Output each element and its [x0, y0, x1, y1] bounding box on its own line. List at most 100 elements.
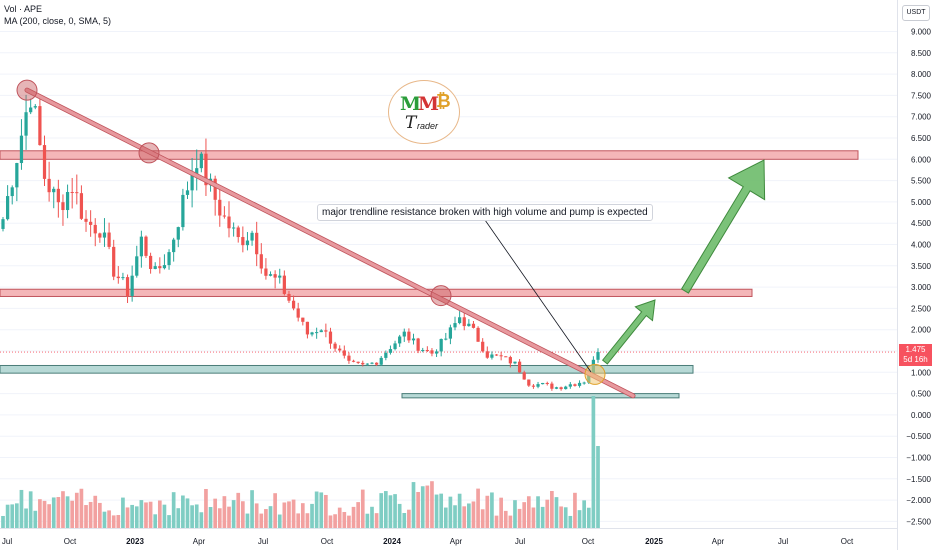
- price-tick-label: 4.500: [911, 219, 932, 228]
- candle-body: [273, 274, 277, 278]
- volume-bar: [430, 481, 434, 528]
- candle-body: [259, 254, 263, 269]
- candle-body: [264, 268, 268, 276]
- volume-bar: [324, 494, 328, 528]
- time-axis-labels: Jul Oct 2023 Apr Jul Oct 2024 Apr Jul Oct 2025 Apr J…: [2, 537, 854, 546]
- candle-body: [38, 106, 42, 146]
- volume-bar: [148, 501, 153, 528]
- volume-bar: [305, 513, 310, 528]
- candle-body: [481, 341, 485, 352]
- volume-bar: [360, 489, 365, 528]
- volume-bar: [194, 504, 199, 528]
- volume-bar: [536, 496, 540, 528]
- last-price-badge: 1.475 5d 16h: [899, 344, 932, 366]
- candle-body: [195, 168, 199, 176]
- candle-body: [444, 338, 448, 340]
- candle-body: [190, 175, 194, 191]
- candle-body: [15, 163, 19, 188]
- candle-body: [490, 354, 494, 358]
- price-tick-label: 7.000: [911, 113, 932, 122]
- candle-body: [416, 338, 420, 351]
- volume-bar: [38, 499, 42, 528]
- price-tick-label: 7.500: [911, 91, 932, 100]
- price-axis[interactable]: 9.000 8.500 8.000 7.500 7.000 6.500 6.000 5.500…: [897, 0, 932, 550]
- candle-body: [494, 354, 499, 356]
- volume-bar: [508, 515, 513, 528]
- candle-body: [1, 219, 5, 229]
- volume-bar: [577, 510, 582, 528]
- breakout-circle: [584, 363, 606, 385]
- time-tick-label: Oct: [582, 537, 595, 546]
- volume-bar: [374, 513, 379, 528]
- candle-body: [439, 338, 443, 352]
- candle-body: [310, 332, 314, 335]
- candle-body: [536, 384, 540, 387]
- annotation-leader-line: [484, 219, 592, 373]
- volume-bar: [476, 488, 480, 528]
- price-chart[interactable]: [0, 0, 897, 528]
- candle-body: [568, 384, 572, 387]
- price-tick-label: 6.500: [911, 134, 932, 143]
- candle-body: [342, 350, 346, 356]
- volume-bar: [503, 510, 508, 528]
- candle-body: [282, 275, 286, 294]
- price-tick-label: 3.500: [911, 262, 932, 271]
- candle-body: [315, 332, 319, 334]
- candle-body: [139, 236, 143, 257]
- volume-bar: [347, 515, 351, 528]
- candle-body: [508, 357, 512, 364]
- volume-bar: [28, 491, 33, 528]
- volume-bar: [19, 489, 24, 528]
- candle-body: [70, 191, 74, 193]
- volume-bar: [467, 503, 471, 528]
- volume-bar: [531, 507, 536, 528]
- volume-bar: [494, 515, 499, 528]
- candle-body: [328, 331, 333, 344]
- volume-bar: [208, 507, 213, 528]
- volume-bar: [351, 506, 356, 528]
- time-axis[interactable]: Jul Oct 2023 Apr Jul Oct 2024 Apr Jul Oct 2025 Apr J…: [0, 528, 897, 550]
- candle-body: [434, 351, 439, 354]
- candle-body: [333, 343, 337, 349]
- candle-body: [559, 387, 563, 390]
- time-tick-label: Jul: [2, 537, 12, 546]
- price-tick-label: 5.500: [911, 177, 932, 186]
- volume-bar: [554, 497, 559, 528]
- volume-bar: [462, 506, 467, 528]
- candle-body: [176, 227, 180, 240]
- logo-letter-t: T: [405, 113, 417, 133]
- candle-body: [370, 362, 374, 364]
- volume-bar: [526, 496, 531, 528]
- candle-body: [531, 385, 536, 387]
- candle-body: [255, 232, 259, 255]
- volume-bar: [337, 507, 342, 528]
- volume-bar: [222, 496, 227, 528]
- volume-bar: [24, 508, 28, 528]
- volume-bar: [397, 503, 402, 528]
- target-arrow-2: [680, 159, 766, 294]
- time-tick-label: Jul: [778, 537, 788, 546]
- trendline-annotation[interactable]: major trendline resistance broken with h…: [317, 204, 653, 221]
- price-tick-label: −2.000: [906, 496, 931, 505]
- volume-bar: [199, 512, 204, 528]
- volume-bar: [116, 515, 121, 528]
- support-zone: [401, 393, 680, 399]
- time-tick-label: Oct: [321, 537, 334, 546]
- candle-body: [241, 237, 245, 246]
- candle-body: [181, 194, 185, 228]
- candle-body: [458, 317, 462, 324]
- currency-badge[interactable]: USDT: [902, 5, 930, 21]
- candle-body: [596, 352, 600, 360]
- chart-canvas[interactable]: [0, 0, 897, 528]
- logo-letter-m-green: M: [400, 93, 422, 115]
- candle-body: [471, 323, 476, 328]
- time-tick-label: Jul: [515, 537, 525, 546]
- bitcoin-icon: ₿: [436, 91, 451, 111]
- volume-bar: [300, 503, 305, 528]
- volume-bar: [5, 504, 10, 528]
- volume-bar: [333, 514, 337, 528]
- candle-body: [144, 236, 148, 256]
- candle-body: [393, 343, 397, 350]
- candle-body: [356, 361, 360, 363]
- resistance-zone: [0, 150, 859, 160]
